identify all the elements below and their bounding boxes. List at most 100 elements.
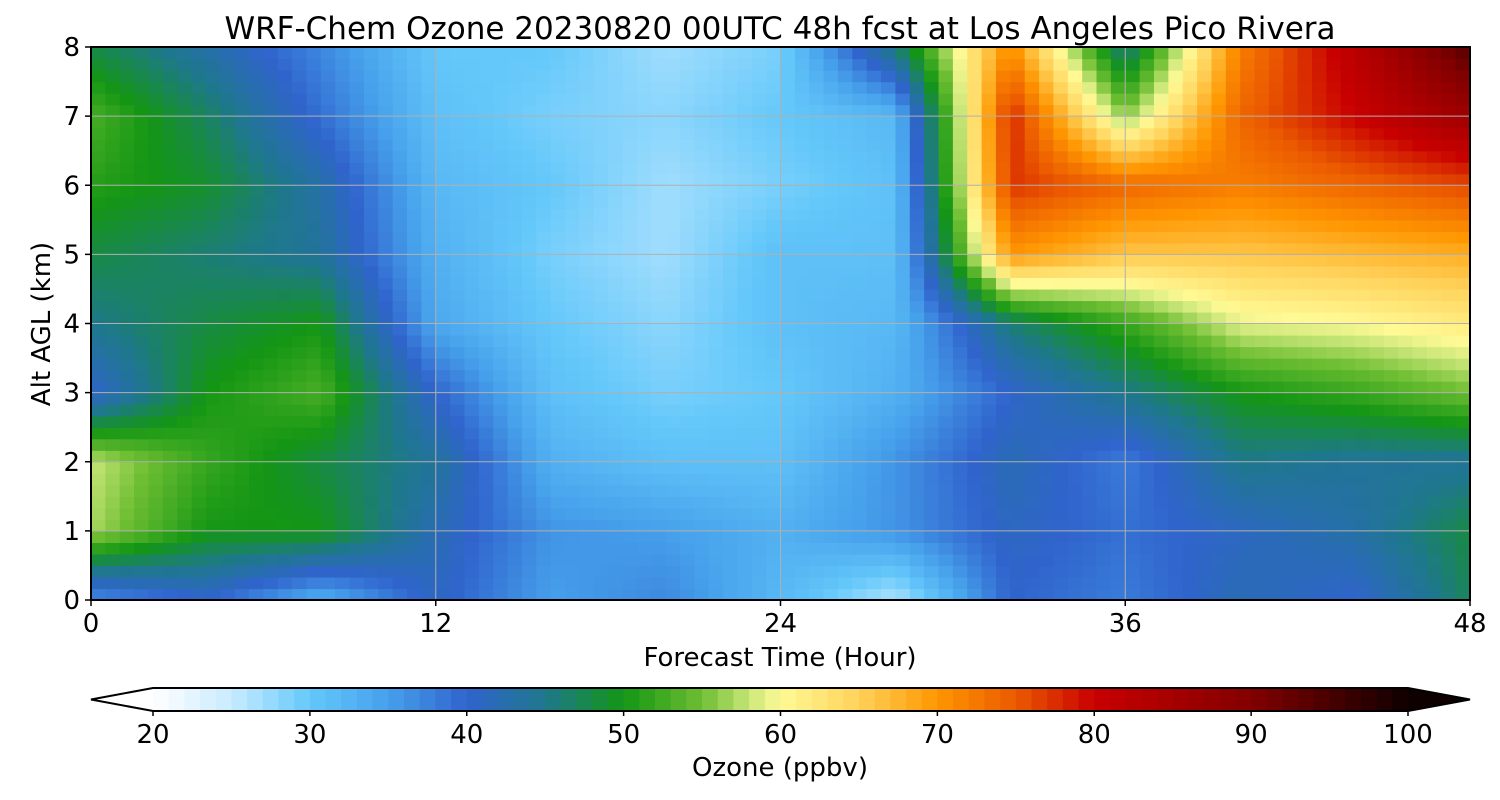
heatmap-cell (1412, 162, 1428, 175)
heatmap-cell (421, 369, 437, 382)
heatmap-cell (1441, 104, 1457, 117)
heatmap-cell (608, 461, 624, 474)
heatmap-cell (148, 415, 164, 428)
heatmap-cell (1010, 254, 1026, 267)
heatmap-cell (493, 530, 509, 543)
heatmap-cell (1182, 565, 1198, 578)
heatmap-cell (234, 104, 250, 117)
heatmap-cell (277, 415, 293, 428)
heatmap-cell (1039, 496, 1055, 509)
heatmap-cell (1197, 47, 1213, 60)
heatmap-cell (363, 231, 379, 244)
colorbar-segment (921, 688, 938, 711)
heatmap-cell (1426, 427, 1442, 440)
heatmap-cell (249, 565, 264, 578)
heatmap-cell (636, 70, 652, 83)
heatmap-cell (1225, 438, 1241, 451)
heatmap-cell (119, 208, 135, 221)
heatmap-cell (995, 150, 1011, 163)
heatmap-cell (809, 116, 825, 129)
heatmap-cell (1412, 116, 1428, 129)
heatmap-cell (1455, 208, 1470, 221)
heatmap-cell (306, 461, 322, 474)
heatmap-cell (1053, 358, 1069, 371)
heatmap-cell (363, 553, 379, 567)
heatmap-cell (521, 484, 537, 497)
heatmap-cell (105, 311, 121, 325)
heatmap-cell (852, 173, 868, 186)
heatmap-cell (148, 530, 164, 543)
heatmap-cell (651, 219, 667, 232)
heatmap-cell (507, 369, 523, 382)
heatmap-cell (148, 507, 164, 520)
heatmap-cell (909, 47, 925, 60)
heatmap-cell (220, 438, 236, 451)
heatmap-cell (277, 369, 293, 382)
heatmap-cell (536, 450, 552, 463)
heatmap-cell (622, 277, 638, 290)
heatmap-cell (1139, 311, 1155, 325)
heatmap-cell (1153, 553, 1169, 567)
heatmap-cell (162, 519, 178, 532)
colorbar-segment (1125, 688, 1142, 711)
heatmap-cell (292, 381, 308, 394)
heatmap-cell (1096, 185, 1112, 198)
heatmap-cell (909, 450, 925, 463)
heatmap-cell (981, 346, 997, 359)
heatmap-cell (1067, 507, 1083, 520)
heatmap-cell (1441, 150, 1457, 163)
heatmap-cell (622, 300, 638, 313)
heatmap-cell (1383, 242, 1399, 255)
heatmap-cell (478, 461, 494, 474)
heatmap-cell (1110, 254, 1126, 267)
heatmap-cell (134, 346, 150, 359)
heatmap-cell (1168, 254, 1184, 267)
heatmap-cell (1153, 219, 1169, 232)
heatmap-cell (924, 461, 940, 474)
heatmap-cell (1139, 415, 1155, 428)
heatmap-cell (277, 47, 293, 60)
heatmap-cell (1182, 219, 1198, 232)
heatmap-cell (1197, 553, 1213, 567)
heatmap-cell (1283, 588, 1299, 600)
heatmap-cell (1398, 265, 1414, 279)
heatmap-cell (1125, 427, 1141, 440)
heatmap-cell (1225, 162, 1241, 175)
heatmap-cell (780, 254, 796, 267)
heatmap-cell (421, 392, 437, 405)
heatmap-cell (306, 265, 322, 279)
heatmap-cell (1053, 254, 1069, 267)
heatmap-cell (1096, 588, 1112, 600)
heatmap-cell (507, 576, 523, 590)
heatmap-cell (593, 139, 609, 152)
heatmap-cell (91, 288, 106, 302)
heatmap-cell (981, 196, 997, 209)
heatmap-cell (521, 369, 537, 382)
heatmap-cell (679, 208, 695, 221)
heatmap-cell (363, 484, 379, 497)
heatmap-cell (363, 254, 379, 267)
heatmap-cell (694, 358, 710, 371)
heatmap-cell (1053, 231, 1069, 244)
heatmap-cell (1182, 311, 1198, 325)
heatmap-cell (1369, 427, 1385, 440)
heatmap-cell (794, 346, 810, 359)
heatmap-cell (335, 323, 351, 336)
heatmap-cell (464, 438, 480, 451)
heatmap-cell (1441, 415, 1457, 428)
heatmap-cell (1082, 265, 1098, 279)
heatmap-cell (809, 530, 825, 543)
heatmap-cell (1426, 150, 1442, 163)
heatmap-cell (263, 530, 279, 543)
heatmap-cell (809, 381, 825, 394)
heatmap-cell (1197, 335, 1213, 348)
heatmap-cell (493, 519, 509, 532)
heatmap-cell (1153, 461, 1169, 474)
heatmap-cell (378, 93, 394, 106)
heatmap-cell (679, 242, 695, 255)
heatmap-cell (622, 47, 638, 60)
heatmap-cell (608, 473, 624, 486)
y-tick-label: 8 (63, 33, 80, 63)
heatmap-cell (837, 335, 853, 348)
heatmap-cell (435, 404, 451, 417)
